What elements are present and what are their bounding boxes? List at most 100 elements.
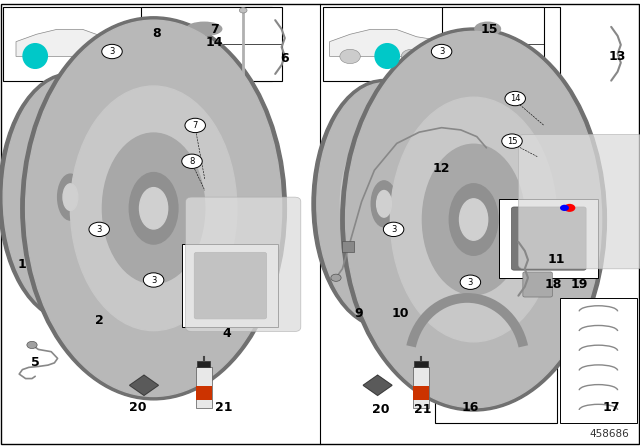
FancyBboxPatch shape [196,387,211,401]
FancyBboxPatch shape [186,197,301,332]
Text: 14: 14 [510,94,520,103]
FancyBboxPatch shape [141,7,282,81]
Text: 20: 20 [372,403,390,417]
Text: 3: 3 [151,276,156,284]
Text: 14: 14 [205,36,223,49]
Text: 20: 20 [129,401,147,414]
Text: 8: 8 [189,157,195,166]
Polygon shape [130,375,159,395]
Ellipse shape [357,155,411,252]
Circle shape [460,275,481,289]
Text: 3: 3 [391,225,396,234]
Circle shape [560,205,569,211]
Ellipse shape [3,76,138,318]
Text: 11: 11 [548,253,566,267]
Ellipse shape [44,149,97,246]
FancyBboxPatch shape [518,134,640,269]
Ellipse shape [317,83,451,325]
Ellipse shape [475,22,500,35]
FancyBboxPatch shape [195,252,267,319]
FancyBboxPatch shape [435,298,557,423]
Polygon shape [330,30,432,56]
Circle shape [26,49,47,64]
FancyBboxPatch shape [413,387,429,401]
Text: 6: 6 [280,52,289,65]
Ellipse shape [102,133,205,284]
FancyBboxPatch shape [442,7,544,81]
Ellipse shape [23,44,47,69]
Text: 3: 3 [109,47,115,56]
Circle shape [88,49,108,64]
Ellipse shape [476,55,499,69]
FancyBboxPatch shape [415,361,428,367]
Text: 3: 3 [97,225,102,234]
Circle shape [239,8,247,13]
Ellipse shape [340,125,428,283]
Text: 458686: 458686 [589,429,629,439]
Ellipse shape [27,118,114,276]
Text: 7: 7 [193,121,198,130]
Circle shape [182,154,202,168]
FancyBboxPatch shape [197,361,210,367]
FancyBboxPatch shape [560,298,637,423]
Text: 19: 19 [570,278,588,291]
FancyBboxPatch shape [511,207,586,270]
FancyBboxPatch shape [523,272,552,297]
Circle shape [502,134,522,148]
Text: 21: 21 [413,403,431,417]
Circle shape [89,222,109,237]
Text: 15: 15 [507,137,517,146]
Text: 2: 2 [95,314,104,327]
Circle shape [564,204,575,212]
Ellipse shape [375,44,399,69]
Ellipse shape [63,184,78,211]
Text: 18: 18 [545,278,563,291]
FancyBboxPatch shape [323,7,560,81]
Text: 1: 1 [18,258,27,271]
Text: 7: 7 [210,22,219,36]
Ellipse shape [140,188,168,229]
Ellipse shape [376,190,392,217]
Ellipse shape [346,31,602,408]
Ellipse shape [460,199,488,240]
Text: 13: 13 [609,49,627,63]
Text: 4: 4 [223,327,232,340]
Circle shape [185,118,205,133]
FancyBboxPatch shape [3,7,272,81]
FancyBboxPatch shape [1,4,639,444]
Ellipse shape [0,73,143,322]
Ellipse shape [26,20,282,396]
Text: 5: 5 [31,356,40,370]
Text: 15: 15 [481,22,499,36]
Ellipse shape [189,55,220,69]
Text: 8: 8 [152,27,161,40]
Polygon shape [364,375,392,395]
Circle shape [143,273,164,287]
Circle shape [102,44,122,59]
Text: 12: 12 [433,161,451,175]
Circle shape [431,44,452,59]
Text: 3: 3 [439,47,444,56]
Text: 10: 10 [391,307,409,320]
FancyBboxPatch shape [196,367,211,408]
Ellipse shape [70,86,237,331]
Text: 16: 16 [461,401,479,414]
Ellipse shape [20,17,287,400]
Circle shape [401,49,422,64]
Circle shape [505,91,525,106]
Ellipse shape [187,22,222,35]
Circle shape [27,341,37,349]
Ellipse shape [422,144,525,295]
FancyBboxPatch shape [342,241,354,252]
Ellipse shape [371,181,397,227]
Circle shape [383,222,404,237]
Text: 17: 17 [602,401,620,414]
FancyBboxPatch shape [499,199,598,278]
Ellipse shape [341,28,607,411]
Polygon shape [16,30,118,56]
Ellipse shape [129,172,178,244]
Text: 21: 21 [215,401,233,414]
Circle shape [331,274,341,281]
Circle shape [340,49,360,64]
Text: 9: 9 [354,307,363,320]
